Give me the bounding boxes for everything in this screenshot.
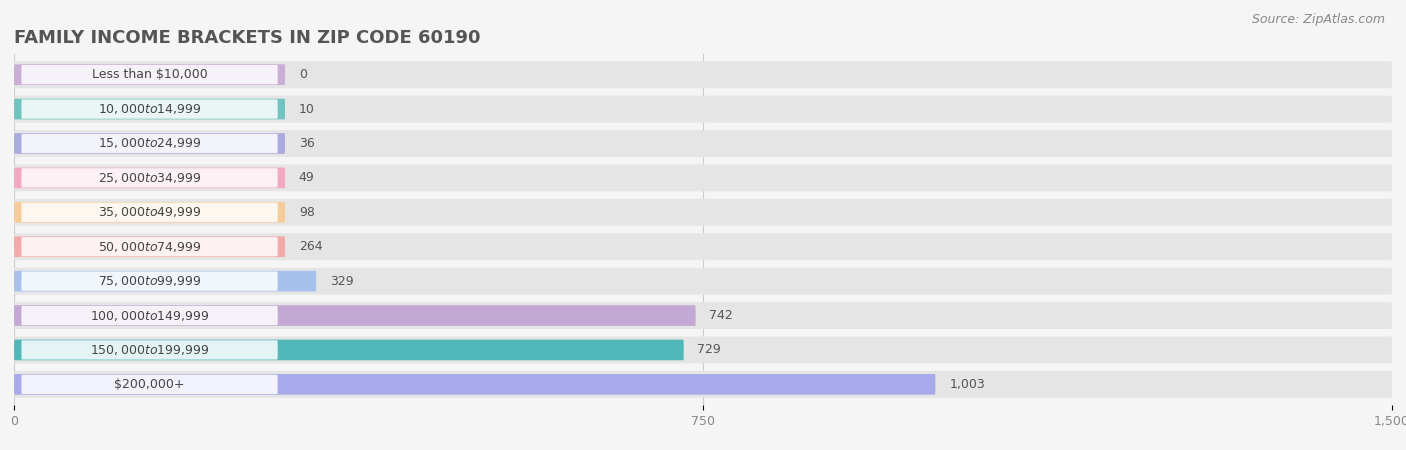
FancyBboxPatch shape — [14, 167, 285, 188]
Text: $15,000 to $24,999: $15,000 to $24,999 — [98, 136, 201, 150]
FancyBboxPatch shape — [14, 268, 1392, 295]
Text: 36: 36 — [299, 137, 315, 150]
Text: Source: ZipAtlas.com: Source: ZipAtlas.com — [1251, 14, 1385, 27]
FancyBboxPatch shape — [14, 202, 285, 223]
Text: $10,000 to $14,999: $10,000 to $14,999 — [98, 102, 201, 116]
Text: 329: 329 — [330, 274, 354, 288]
FancyBboxPatch shape — [14, 271, 316, 292]
FancyBboxPatch shape — [14, 374, 935, 395]
Text: 1,003: 1,003 — [949, 378, 986, 391]
Text: 729: 729 — [697, 343, 721, 356]
FancyBboxPatch shape — [21, 375, 278, 394]
FancyBboxPatch shape — [14, 164, 1392, 191]
Text: 0: 0 — [299, 68, 307, 81]
Text: 264: 264 — [299, 240, 322, 253]
FancyBboxPatch shape — [14, 337, 1392, 363]
Text: 98: 98 — [299, 206, 315, 219]
Text: $75,000 to $99,999: $75,000 to $99,999 — [98, 274, 201, 288]
Text: $100,000 to $149,999: $100,000 to $149,999 — [90, 309, 209, 323]
FancyBboxPatch shape — [14, 236, 285, 257]
Text: $25,000 to $34,999: $25,000 to $34,999 — [98, 171, 201, 185]
FancyBboxPatch shape — [21, 202, 278, 222]
Text: $200,000+: $200,000+ — [114, 378, 184, 391]
Text: 10: 10 — [299, 103, 315, 116]
Text: $50,000 to $74,999: $50,000 to $74,999 — [98, 240, 201, 254]
FancyBboxPatch shape — [14, 371, 1392, 398]
FancyBboxPatch shape — [14, 130, 1392, 157]
FancyBboxPatch shape — [21, 99, 278, 119]
FancyBboxPatch shape — [14, 96, 1392, 122]
FancyBboxPatch shape — [14, 99, 285, 119]
FancyBboxPatch shape — [21, 237, 278, 256]
Text: $150,000 to $199,999: $150,000 to $199,999 — [90, 343, 209, 357]
FancyBboxPatch shape — [21, 168, 278, 188]
FancyBboxPatch shape — [14, 61, 1392, 88]
Text: 49: 49 — [299, 171, 315, 184]
FancyBboxPatch shape — [14, 199, 1392, 226]
Text: $35,000 to $49,999: $35,000 to $49,999 — [98, 205, 201, 219]
FancyBboxPatch shape — [14, 302, 1392, 329]
FancyBboxPatch shape — [14, 233, 1392, 260]
FancyBboxPatch shape — [21, 271, 278, 291]
FancyBboxPatch shape — [14, 340, 683, 360]
FancyBboxPatch shape — [14, 305, 696, 326]
FancyBboxPatch shape — [21, 340, 278, 360]
FancyBboxPatch shape — [21, 306, 278, 325]
Text: 742: 742 — [710, 309, 733, 322]
FancyBboxPatch shape — [21, 65, 278, 84]
FancyBboxPatch shape — [14, 64, 285, 85]
Text: Less than $10,000: Less than $10,000 — [91, 68, 208, 81]
Text: FAMILY INCOME BRACKETS IN ZIP CODE 60190: FAMILY INCOME BRACKETS IN ZIP CODE 60190 — [14, 29, 481, 47]
FancyBboxPatch shape — [21, 134, 278, 153]
FancyBboxPatch shape — [14, 133, 285, 154]
